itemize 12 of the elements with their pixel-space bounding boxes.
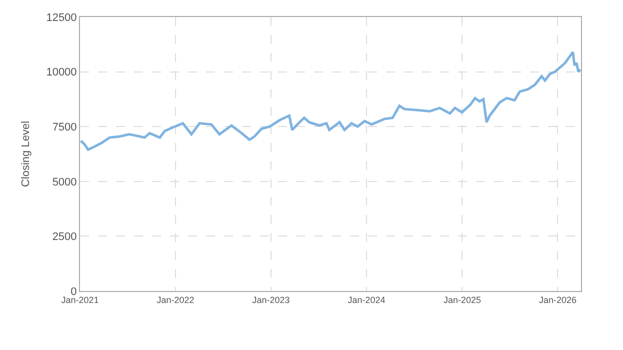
y-tick-label: 5000 [52,176,77,188]
y-tick-label: 2500 [52,231,77,244]
y-tick-label: 7500 [52,121,77,134]
x-tick-label: Jan-2025 [443,294,481,305]
x-tick-label: Jan-2026 [538,294,576,305]
y-tick-label: 10000 [46,66,77,79]
x-tick-label: Jan-2023 [252,294,290,305]
y-tick-label: 12500 [46,12,77,24]
x-tick-label: Jan-2024 [348,294,386,305]
line-series [80,50,581,151]
y-axis-title: Closing Level [20,120,32,188]
x-tick-label: Jan-2022 [156,294,194,305]
